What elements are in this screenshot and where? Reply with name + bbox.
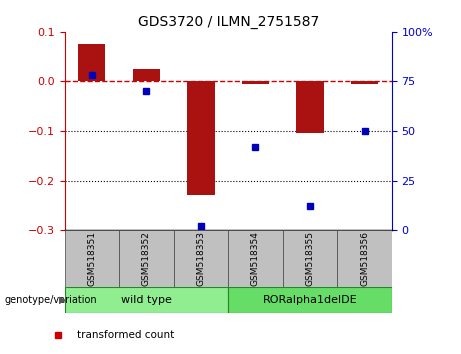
Text: RORalpha1delDE: RORalpha1delDE	[263, 295, 357, 305]
Bar	[133, 69, 160, 81]
Bar	[242, 81, 269, 84]
Text: GSM518354: GSM518354	[251, 231, 260, 286]
Text: GSM518353: GSM518353	[196, 231, 206, 286]
Bar	[78, 44, 106, 81]
Bar	[187, 81, 214, 195]
Text: GSM518356: GSM518356	[360, 231, 369, 286]
Text: wild type: wild type	[121, 295, 172, 305]
Bar	[337, 230, 392, 287]
Bar	[174, 230, 228, 287]
Bar	[119, 230, 174, 287]
Bar	[65, 230, 119, 287]
Bar	[228, 230, 283, 287]
Text: transformed count: transformed count	[77, 330, 175, 339]
Text: GSM518351: GSM518351	[87, 231, 96, 286]
Text: GSM518355: GSM518355	[306, 231, 314, 286]
Title: GDS3720 / ILMN_2751587: GDS3720 / ILMN_2751587	[137, 16, 319, 29]
Text: genotype/variation: genotype/variation	[5, 295, 97, 305]
Text: ▶: ▶	[59, 295, 66, 305]
Bar	[228, 287, 392, 313]
Text: GSM518352: GSM518352	[142, 231, 151, 286]
Bar	[296, 81, 324, 133]
Bar	[65, 287, 228, 313]
Bar	[351, 81, 378, 84]
Bar	[283, 230, 337, 287]
